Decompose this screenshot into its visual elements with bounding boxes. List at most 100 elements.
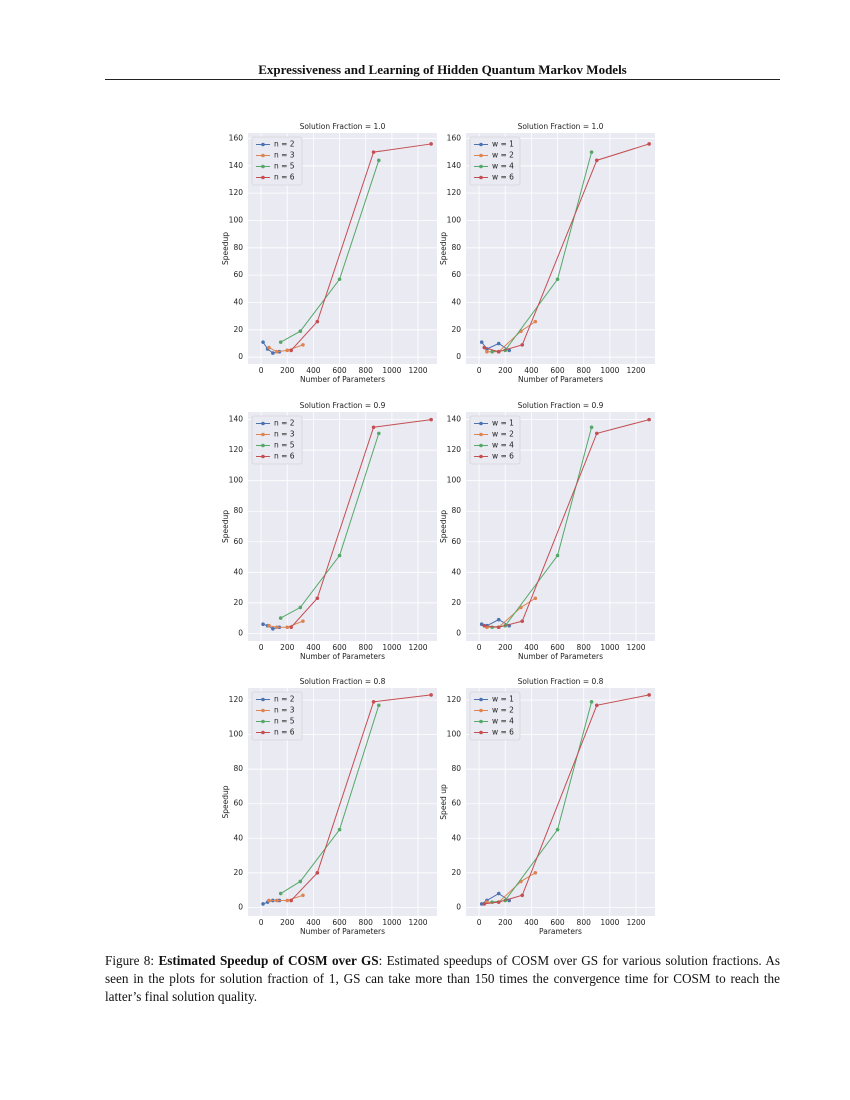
y-tick-label: 80 — [233, 764, 243, 773]
y-tick-label: 20 — [451, 325, 461, 334]
data-point — [429, 142, 433, 146]
x-tick-label: 1200 — [626, 366, 645, 375]
y-tick-label: 160 — [229, 133, 244, 142]
x-tick-label: 1000 — [600, 366, 619, 375]
data-point — [261, 902, 265, 906]
legend-label: n = 6 — [274, 173, 295, 182]
y-tick-label: 120 — [447, 695, 462, 704]
data-point — [289, 625, 293, 630]
y-tick-label: 0 — [456, 352, 461, 361]
y-tick-label: 100 — [447, 730, 462, 739]
data-point — [271, 626, 275, 631]
legend-marker — [261, 719, 265, 724]
y-tick-label: 100 — [229, 215, 244, 224]
legend-label: n = 3 — [274, 151, 295, 160]
x-tick-label: 400 — [306, 366, 321, 375]
chart-title: Solution Fraction = 0.8 — [300, 677, 386, 686]
y-tick-label: 140 — [447, 161, 462, 170]
legend-box — [469, 415, 521, 465]
y-tick-label: 20 — [233, 325, 243, 334]
data-point — [533, 319, 538, 324]
data-point — [371, 425, 376, 430]
x-tick-label: 1000 — [600, 643, 619, 652]
y-tick-label: 100 — [229, 730, 244, 739]
data-point — [371, 700, 376, 704]
y-tick-label: 120 — [447, 188, 462, 197]
data-point — [298, 329, 303, 333]
running-header: Expressiveness and Learning of Hidden Qu… — [258, 62, 627, 77]
data-point — [647, 142, 651, 146]
y-axis-label: Speed up — [439, 784, 448, 820]
y-tick-label: 100 — [447, 215, 462, 224]
y-tick-label: 140 — [447, 415, 462, 424]
data-point — [285, 625, 290, 630]
legend-label: n = 2 — [274, 695, 295, 704]
data-point — [647, 417, 651, 422]
legend-label: w = 2 — [492, 151, 514, 160]
legend-marker — [261, 164, 265, 169]
data-point — [289, 348, 293, 353]
y-tick-label: 0 — [238, 628, 243, 637]
data-point — [298, 879, 303, 884]
legend-marker — [261, 142, 265, 147]
legend-marker — [479, 153, 483, 158]
legend-box — [251, 691, 303, 741]
legend-label: n = 2 — [274, 419, 295, 428]
x-axis-label: Number of Parameters — [300, 927, 385, 936]
y-tick-label: 0 — [238, 352, 243, 361]
data-point — [261, 622, 265, 627]
y-tick-label: 20 — [451, 868, 461, 877]
data-point — [485, 349, 489, 354]
x-tick-label: 400 — [524, 918, 539, 927]
legend-marker — [261, 730, 265, 735]
data-point — [274, 625, 279, 630]
y-tick-label: 60 — [451, 270, 461, 279]
legend-marker — [479, 730, 483, 735]
legend-label: n = 2 — [274, 140, 295, 149]
data-point — [429, 417, 433, 422]
y-tick-label: 60 — [233, 799, 243, 808]
x-tick-label: 600 — [550, 366, 565, 375]
legend-marker — [261, 175, 265, 180]
x-axis-label: Number of Parameters — [518, 652, 603, 661]
legend-marker — [261, 153, 265, 158]
data-point — [278, 891, 283, 896]
legend-box — [469, 691, 521, 741]
y-tick-label: 80 — [451, 506, 461, 515]
data-point — [555, 827, 560, 832]
data-point — [376, 158, 381, 163]
legend-label: w = 6 — [492, 173, 514, 182]
legend-marker — [479, 454, 483, 459]
x-tick-label: 600 — [332, 918, 347, 927]
legend-marker — [479, 697, 483, 702]
x-tick-label: 800 — [577, 643, 592, 652]
data-point — [315, 871, 320, 875]
data-point — [337, 827, 342, 832]
data-point — [533, 871, 538, 875]
data-point — [301, 619, 305, 623]
data-point — [274, 898, 279, 903]
x-tick-label: 800 — [359, 918, 374, 927]
x-tick-label: 200 — [280, 643, 295, 652]
x-tick-label: 800 — [577, 366, 592, 375]
y-tick-label: 20 — [233, 598, 243, 607]
y-tick-label: 60 — [451, 537, 461, 546]
data-point — [285, 898, 290, 903]
data-point — [267, 898, 271, 903]
series-line — [268, 620, 304, 628]
y-axis-label: Speedup — [439, 232, 448, 265]
legend-box — [251, 136, 303, 186]
data-point — [594, 703, 599, 708]
y-tick-label: 160 — [447, 133, 462, 142]
y-tick-label: 40 — [451, 833, 461, 842]
x-tick-label: 0 — [477, 366, 482, 375]
x-axis-label: Number of Parameters — [518, 375, 603, 384]
x-tick-label: 1200 — [626, 918, 645, 927]
data-point — [496, 349, 501, 354]
chart-title: Solution Fraction = 0.9 — [300, 401, 386, 410]
data-point — [267, 345, 271, 350]
data-point — [496, 625, 501, 630]
y-tick-label: 120 — [229, 188, 244, 197]
caption-label: Figure 8: — [105, 953, 155, 968]
x-tick-label: 400 — [524, 366, 539, 375]
